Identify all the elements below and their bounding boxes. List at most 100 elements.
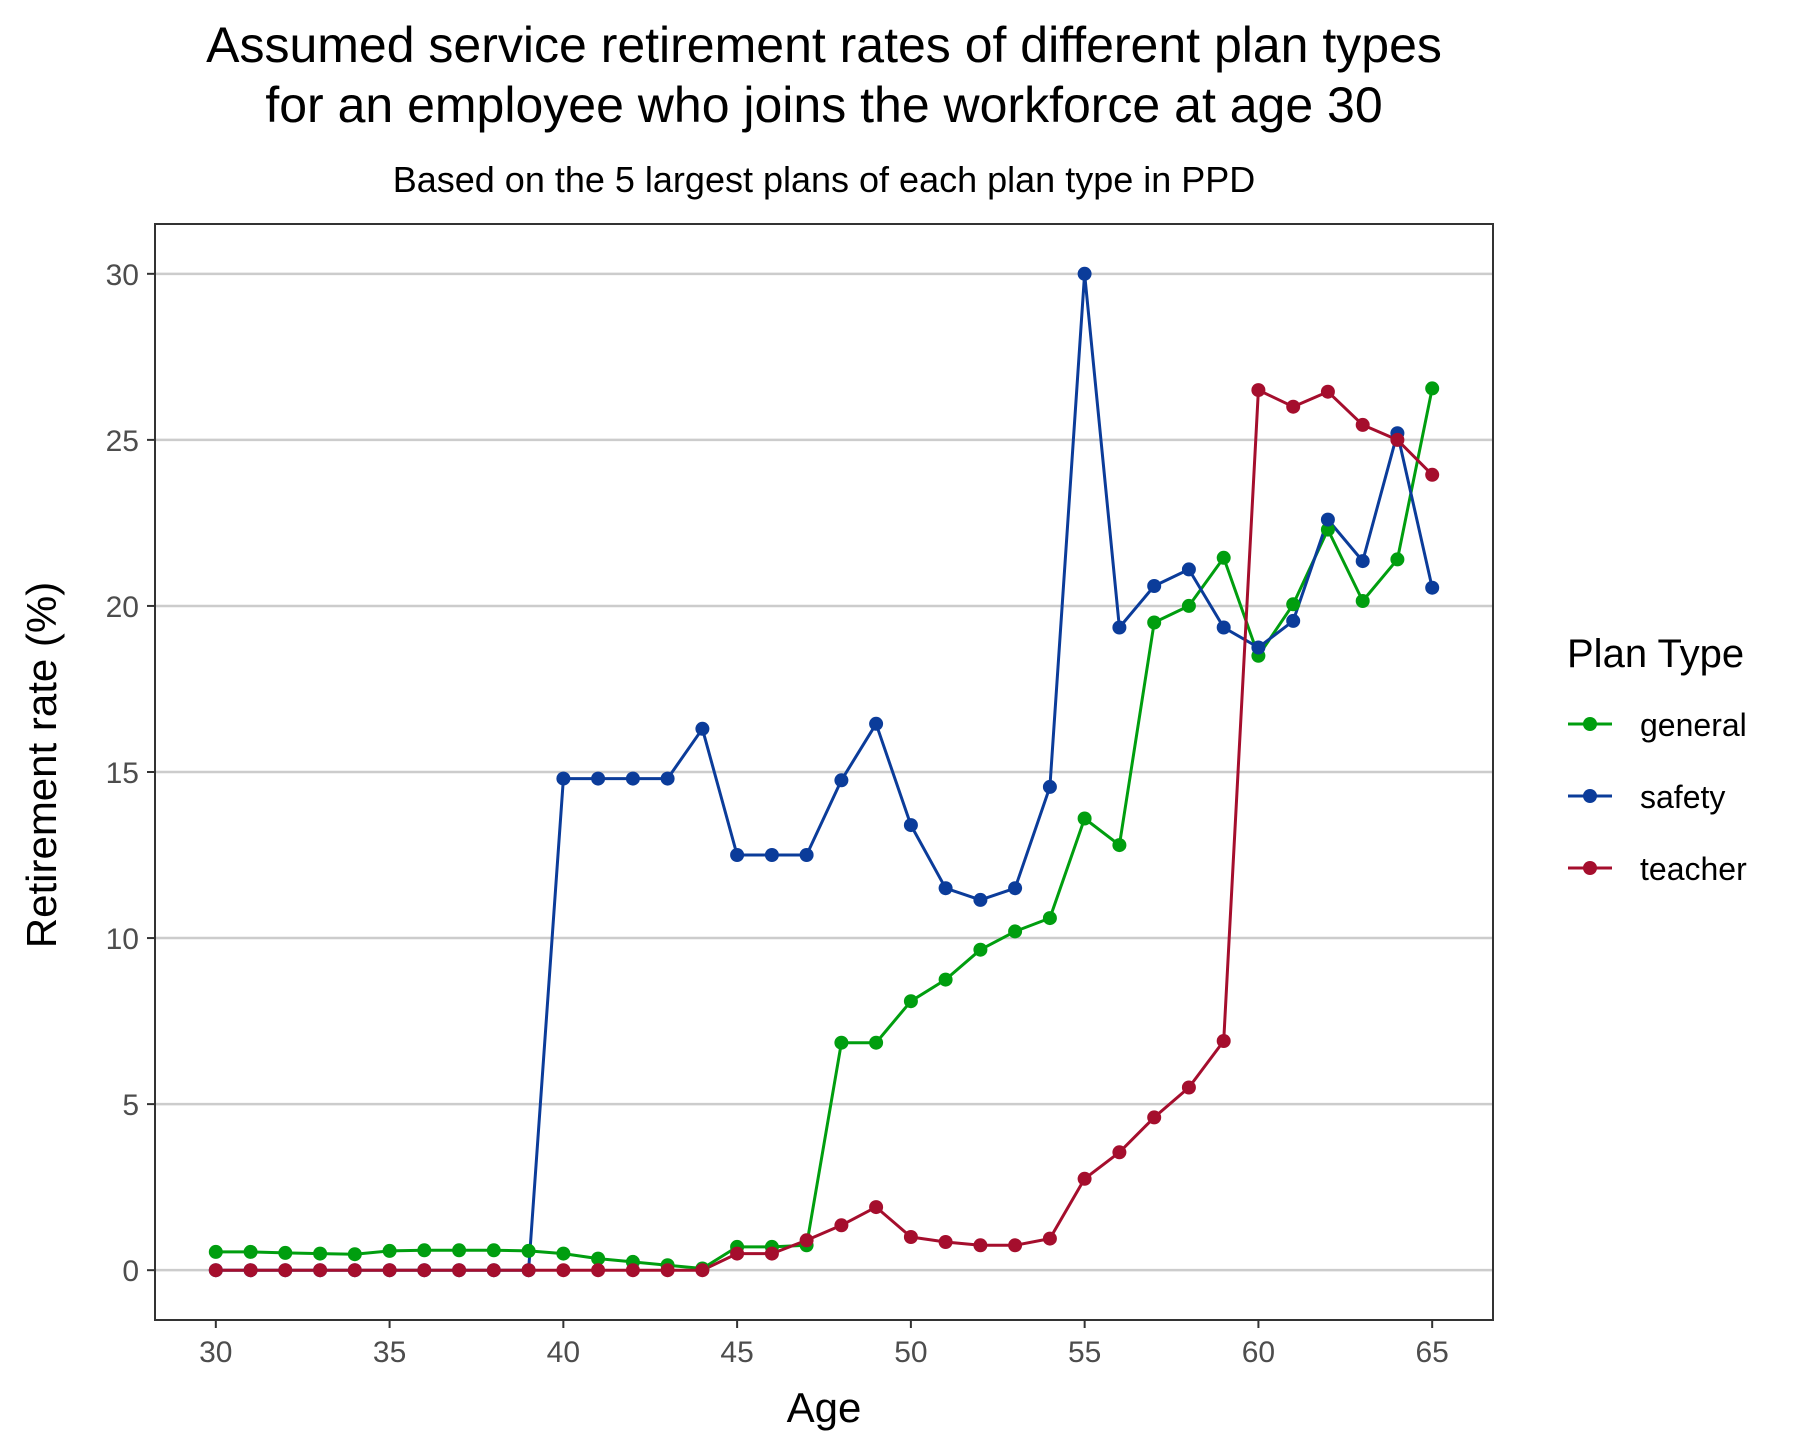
y-tick-label: 0 <box>122 1255 139 1288</box>
data-point-general <box>1355 594 1370 608</box>
data-point-general <box>1077 811 1092 826</box>
data-point-general <box>869 1035 884 1050</box>
data-point-safety <box>903 818 918 833</box>
legend-key-point-general <box>1583 717 1597 731</box>
data-point-safety <box>1042 779 1057 794</box>
data-point-general <box>382 1243 397 1258</box>
data-point-teacher <box>452 1263 467 1278</box>
data-point-teacher <box>243 1263 258 1278</box>
data-point-general <box>1181 598 1196 613</box>
data-point-safety <box>1112 620 1127 635</box>
data-point-teacher <box>1147 1110 1162 1125</box>
data-point-general <box>1320 522 1335 537</box>
data-point-teacher <box>1425 467 1440 482</box>
data-point-general <box>1216 550 1231 565</box>
data-point-general <box>208 1244 223 1259</box>
legend-label-safety: safety <box>1640 779 1725 815</box>
data-point-general <box>1112 838 1127 853</box>
gridlines <box>155 272 1493 1272</box>
data-point-teacher <box>1390 432 1405 447</box>
y-tick-label: 25 <box>106 425 139 458</box>
data-point-general <box>1390 552 1405 567</box>
data-point-teacher <box>591 1263 606 1278</box>
data-point-general <box>1042 911 1057 926</box>
data-point-general <box>278 1245 293 1260</box>
data-point-general <box>834 1035 849 1050</box>
data-point-teacher <box>1320 384 1335 399</box>
data-point-teacher <box>1216 1034 1231 1048</box>
data-point-general <box>243 1244 258 1259</box>
legend-item-teacher: teacher <box>1568 851 1747 887</box>
data-point-teacher <box>660 1263 675 1278</box>
legend-item-safety: safety <box>1568 779 1725 815</box>
legend-label-teacher: teacher <box>1640 851 1747 887</box>
data-point-general <box>556 1246 571 1261</box>
x-tick-label: 60 <box>1242 1336 1275 1369</box>
data-point-safety <box>660 771 675 786</box>
legend-title: Plan Type <box>1567 632 1744 676</box>
data-point-teacher <box>799 1233 814 1248</box>
chart-subtitle: Based on the 5 largest plans of each pla… <box>393 159 1256 200</box>
data-point-general <box>1008 924 1023 939</box>
data-point-safety <box>695 721 710 736</box>
data-point-teacher <box>521 1263 536 1278</box>
data-point-safety <box>1355 554 1370 569</box>
data-point-teacher <box>695 1263 710 1278</box>
data-point-teacher <box>903 1230 918 1244</box>
data-point-general <box>1425 381 1440 396</box>
data-point-safety <box>591 771 606 786</box>
y-tick-label: 20 <box>106 591 139 624</box>
data-point-safety <box>625 771 640 786</box>
data-point-safety <box>799 848 814 862</box>
data-point-safety <box>730 848 745 862</box>
legend-item-general: general <box>1568 707 1747 743</box>
data-point-teacher <box>1286 399 1301 414</box>
y-tick-label: 5 <box>122 1089 139 1122</box>
chart-title-line-2: for an employee who joins the workforce … <box>265 77 1382 133</box>
series-points <box>208 266 1440 1278</box>
y-tick-label: 15 <box>106 757 139 790</box>
data-point-teacher <box>278 1263 293 1278</box>
data-point-safety <box>1181 562 1196 577</box>
x-tick-label: 35 <box>373 1336 406 1369</box>
data-point-teacher <box>347 1263 362 1278</box>
y-tick-label: 30 <box>106 259 139 292</box>
data-point-teacher <box>1042 1231 1057 1246</box>
data-point-teacher <box>1112 1145 1127 1160</box>
data-point-teacher <box>1008 1238 1023 1253</box>
y-tick-label: 10 <box>106 923 139 956</box>
data-point-teacher <box>1251 383 1266 398</box>
x-axis-title: Age <box>787 1384 862 1431</box>
data-point-teacher <box>973 1238 988 1253</box>
data-point-safety <box>1286 613 1301 628</box>
data-point-safety <box>1216 620 1231 635</box>
x-tick-label: 55 <box>1068 1336 1101 1369</box>
legend-key-point-safety <box>1583 789 1597 803</box>
data-point-teacher <box>208 1263 223 1278</box>
x-tick-label: 50 <box>894 1336 927 1369</box>
data-point-general <box>347 1247 362 1262</box>
data-point-safety <box>764 848 779 862</box>
data-point-teacher <box>1077 1171 1092 1186</box>
legend-key-point-teacher <box>1583 861 1597 875</box>
data-point-safety <box>1008 881 1023 896</box>
data-point-general <box>973 942 988 957</box>
data-point-safety <box>556 771 571 786</box>
data-point-safety <box>869 716 884 731</box>
data-point-teacher <box>938 1235 953 1249</box>
data-point-teacher <box>486 1263 501 1278</box>
data-point-teacher <box>1181 1080 1196 1095</box>
data-point-teacher <box>313 1263 328 1278</box>
data-point-general <box>1147 615 1162 630</box>
data-point-general <box>313 1246 328 1261</box>
axes: 0 5 10 15 20 25 30 30 35 40 45 50 55 60 65 <box>106 259 1449 1369</box>
data-point-general <box>938 972 953 987</box>
data-point-general <box>452 1243 467 1258</box>
data-point-general <box>417 1243 432 1258</box>
data-point-safety <box>973 892 988 907</box>
x-tick-label: 40 <box>547 1336 580 1369</box>
data-point-safety <box>938 881 953 896</box>
